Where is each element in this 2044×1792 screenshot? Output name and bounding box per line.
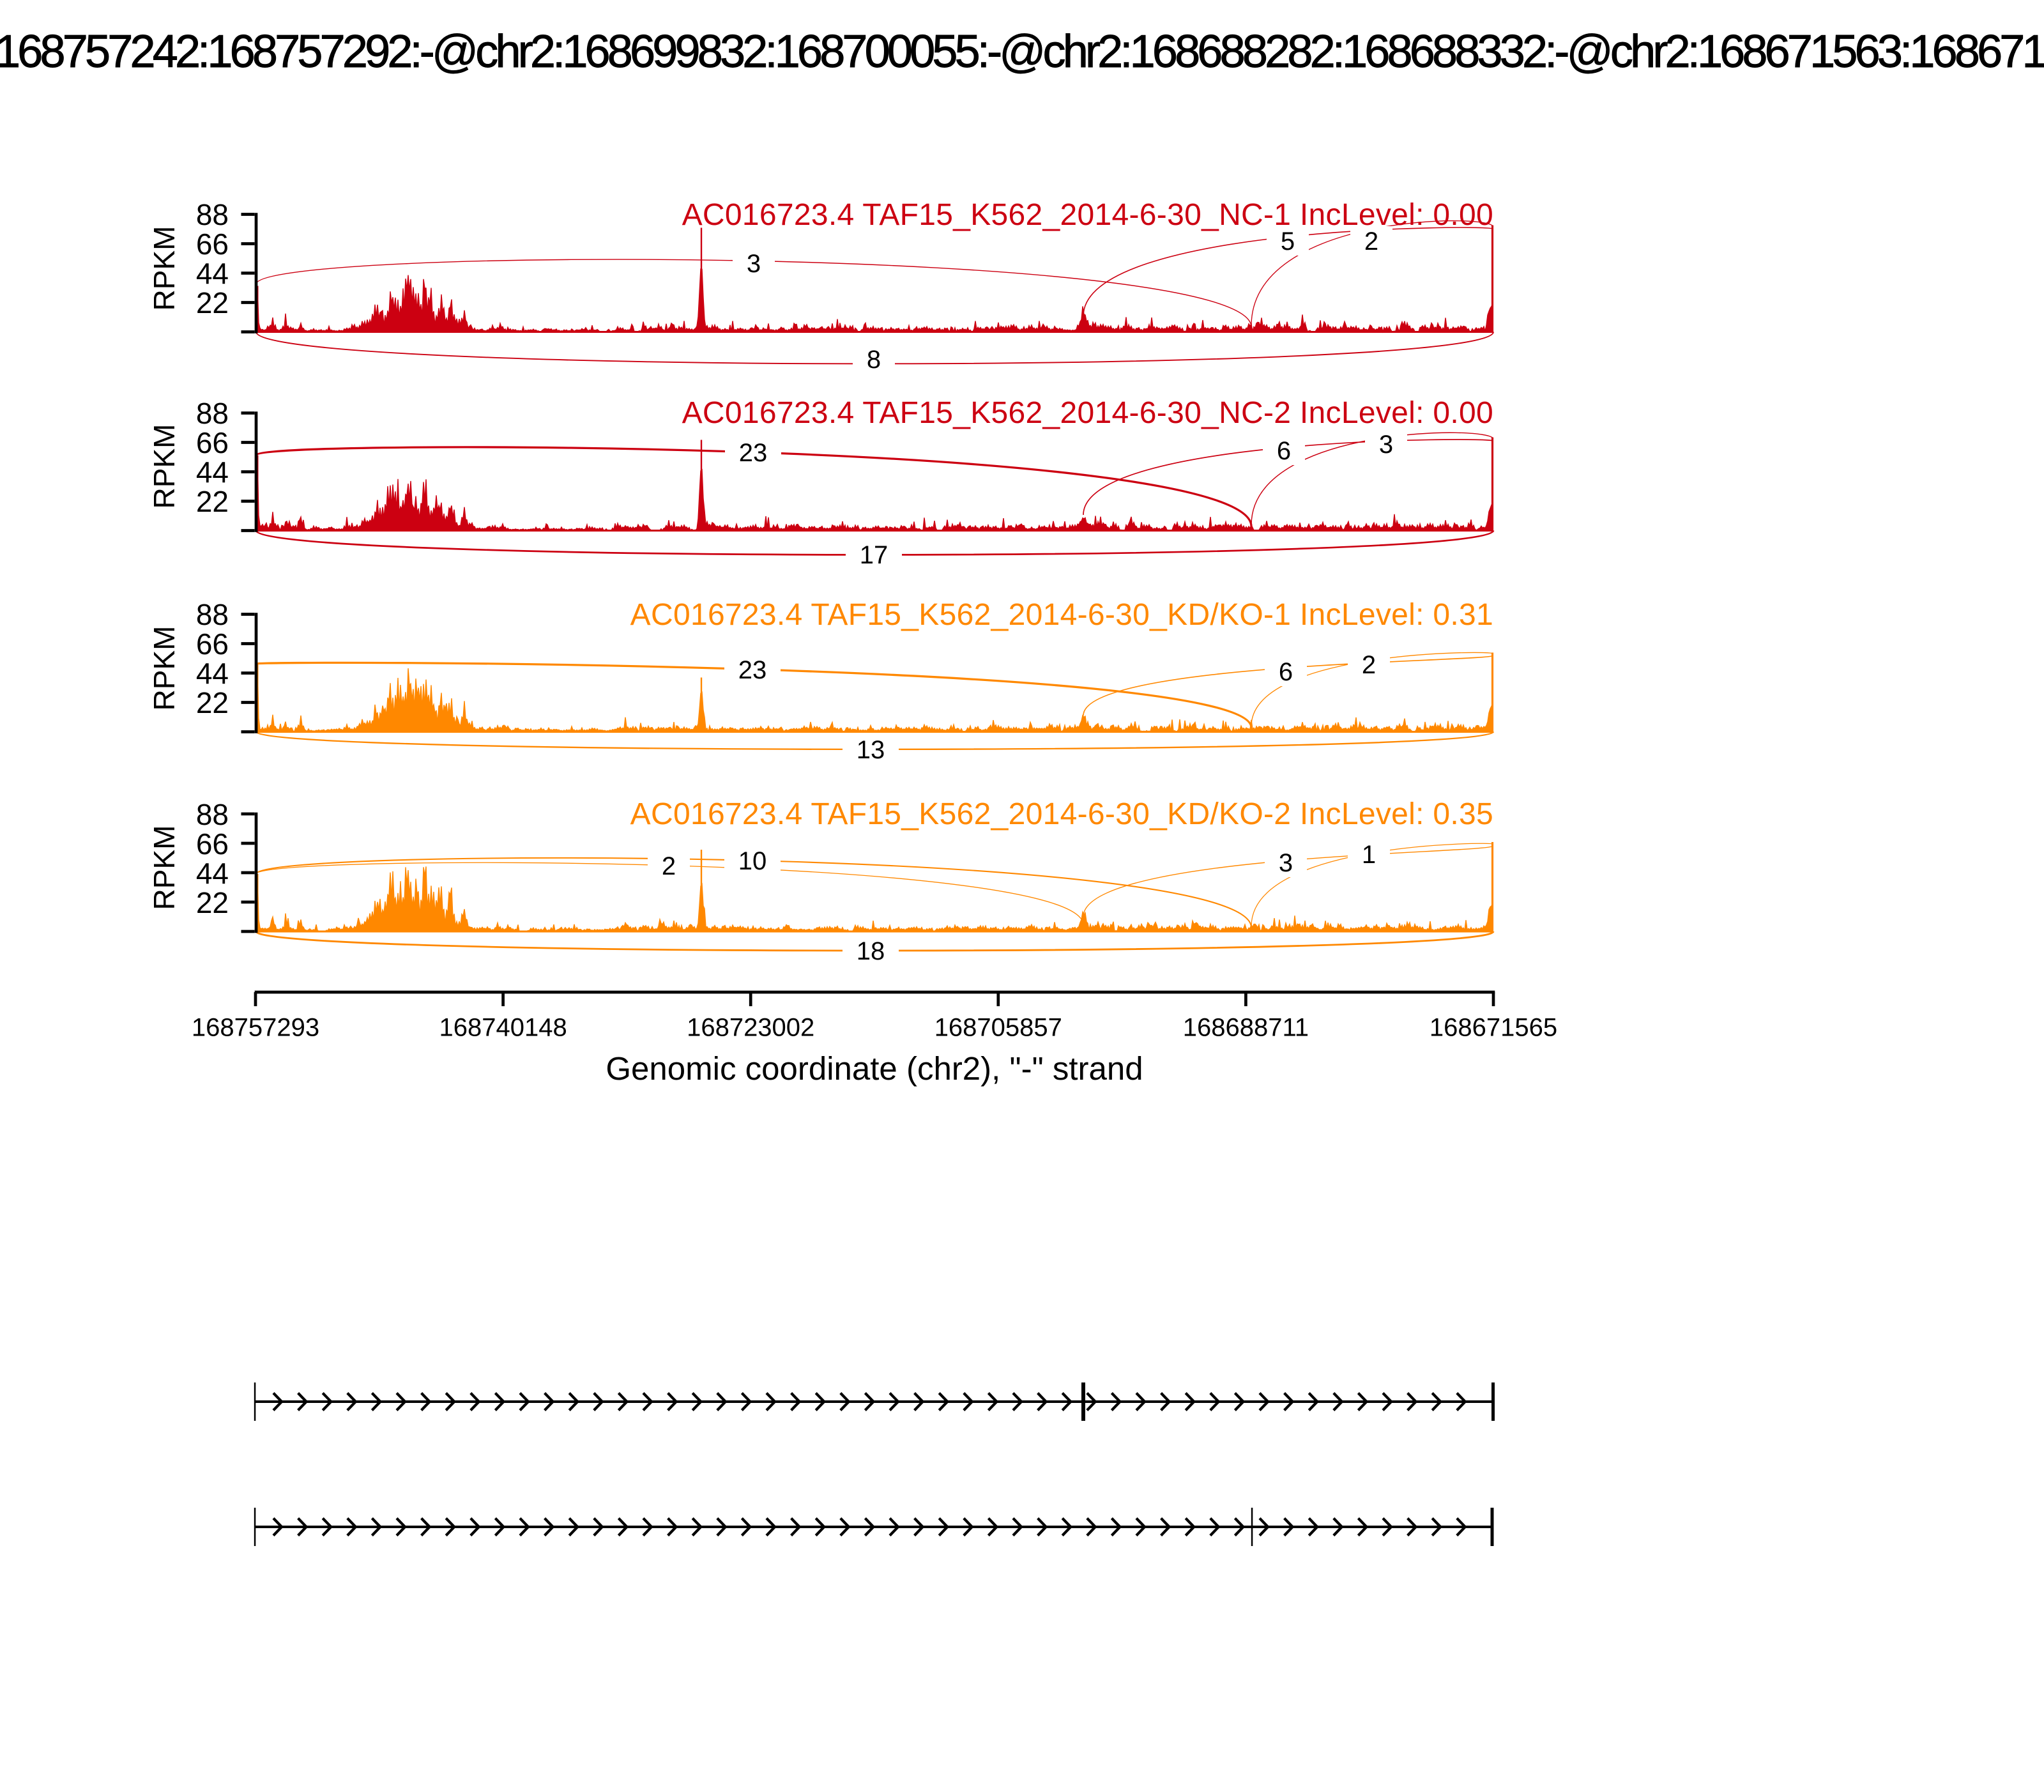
svg-text:88: 88 xyxy=(196,598,229,631)
svg-text:22: 22 xyxy=(196,286,229,319)
svg-text:168723002: 168723002 xyxy=(687,1014,814,1042)
svg-text:2: 2 xyxy=(1362,651,1376,679)
svg-text:168705857: 168705857 xyxy=(934,1014,1062,1042)
svg-text:168757242:168757292:-@chr2:168: 168757242:168757292:-@chr2:168699832:168… xyxy=(0,26,2044,77)
svg-text:RPKM: RPKM xyxy=(148,626,181,711)
svg-text:AC016723.4 TAF15_K562_2014-6-3: AC016723.4 TAF15_K562_2014-6-30_KD/KO-2 … xyxy=(630,797,1493,831)
svg-text:88: 88 xyxy=(196,798,229,831)
svg-text:3: 3 xyxy=(747,250,761,278)
svg-text:168740148: 168740148 xyxy=(439,1014,567,1042)
svg-text:22: 22 xyxy=(196,485,229,518)
svg-text:168757293: 168757293 xyxy=(192,1014,319,1042)
svg-text:22: 22 xyxy=(196,886,229,919)
svg-text:66: 66 xyxy=(196,827,229,861)
svg-text:RPKM: RPKM xyxy=(148,424,181,509)
svg-text:168671565: 168671565 xyxy=(1430,1014,1557,1042)
svg-text:3: 3 xyxy=(1279,849,1293,877)
svg-text:8: 8 xyxy=(867,346,881,374)
svg-text:22: 22 xyxy=(196,686,229,719)
svg-text:AC016723.4 TAF15_K562_2014-6-3: AC016723.4 TAF15_K562_2014-6-30_NC-1 Inc… xyxy=(682,198,1493,232)
svg-text:AC016723.4 TAF15_K562_2014-6-3: AC016723.4 TAF15_K562_2014-6-30_KD/KO-1 … xyxy=(630,598,1493,632)
svg-text:RPKM: RPKM xyxy=(148,226,181,311)
svg-text:66: 66 xyxy=(196,627,229,661)
svg-text:6: 6 xyxy=(1279,658,1293,686)
svg-text:66: 66 xyxy=(196,227,229,261)
svg-text:6: 6 xyxy=(1277,437,1291,465)
svg-text:10: 10 xyxy=(738,847,767,875)
svg-text:66: 66 xyxy=(196,426,229,459)
svg-text:23: 23 xyxy=(739,439,768,467)
svg-text:2: 2 xyxy=(662,852,676,880)
svg-text:2: 2 xyxy=(1364,227,1378,256)
svg-text:168688711: 168688711 xyxy=(1183,1014,1309,1042)
svg-text:17: 17 xyxy=(860,541,889,569)
svg-text:44: 44 xyxy=(196,857,229,890)
svg-text:3: 3 xyxy=(1379,431,1393,459)
svg-text:88: 88 xyxy=(196,198,229,231)
svg-text:13: 13 xyxy=(857,736,885,764)
svg-text:88: 88 xyxy=(196,397,229,430)
svg-text:5: 5 xyxy=(1281,227,1295,256)
svg-text:44: 44 xyxy=(196,456,229,489)
svg-text:AC016723.4 TAF15_K562_2014-6-3: AC016723.4 TAF15_K562_2014-6-30_NC-2 Inc… xyxy=(682,396,1493,430)
svg-text:RPKM: RPKM xyxy=(148,825,181,910)
svg-text:1: 1 xyxy=(1362,841,1376,869)
svg-text:44: 44 xyxy=(196,257,229,290)
svg-text:Genomic coordinate (chr2), "-": Genomic coordinate (chr2), "-" strand xyxy=(606,1050,1143,1087)
svg-text:44: 44 xyxy=(196,657,229,690)
svg-text:18: 18 xyxy=(857,937,885,965)
svg-text:23: 23 xyxy=(738,656,767,684)
